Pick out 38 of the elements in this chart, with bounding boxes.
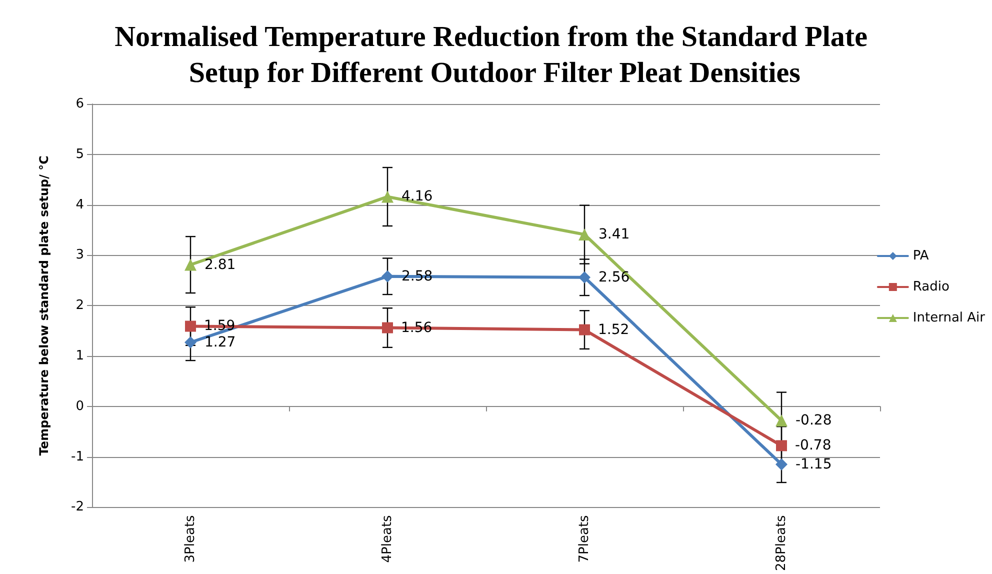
point	[184, 258, 196, 271]
point	[776, 458, 788, 470]
y-tick-label: 6	[76, 96, 84, 112]
y-tick-label: 3	[76, 248, 84, 263]
y-axis-title: Temperature below standard plate setup/ °C	[37, 155, 51, 456]
y-tick-label: 5	[76, 146, 84, 162]
point	[776, 414, 788, 426]
y-tick-label: 0	[76, 398, 84, 414]
point	[382, 270, 394, 282]
legend-label: Radio	[912, 280, 950, 294]
data-label: -0.28	[796, 412, 832, 428]
data-label: 2.56	[598, 269, 630, 286]
y-tick-label: 4	[76, 197, 84, 212]
point	[184, 336, 196, 348]
y-tick-label: -2	[71, 500, 84, 515]
point	[185, 320, 196, 332]
point	[578, 271, 590, 284]
data-label: 3.41	[598, 226, 630, 243]
point	[382, 190, 394, 203]
data-label: -0.78	[795, 438, 832, 454]
data-label: -1.15	[796, 456, 832, 472]
y-tick-label: -1	[71, 449, 84, 464]
x-tick-label: 28Pleats	[774, 514, 789, 571]
data-label: 4.16	[402, 188, 433, 205]
data-label: 2.81	[204, 256, 236, 273]
point	[776, 440, 787, 452]
data-label: 1.52	[598, 322, 630, 338]
legend-label: PA	[912, 248, 929, 264]
y-tick-label: 2	[76, 298, 84, 314]
point	[579, 324, 590, 336]
chart-title: Normalised Temperature Reduction from the Standard Plate Setup for Different Outdoor Filter Pleat Densities	[114, 21, 868, 89]
y-tick-label: 1	[76, 348, 84, 364]
legend-label: Internal Air	[912, 310, 986, 326]
x-tick-label: 4Pleats	[380, 514, 395, 563]
x-tick-label: 3Pleats	[183, 514, 198, 563]
data-label: 1.27	[204, 334, 236, 350]
x-tick-label: 7Pleats	[577, 514, 592, 563]
point	[382, 322, 393, 334]
